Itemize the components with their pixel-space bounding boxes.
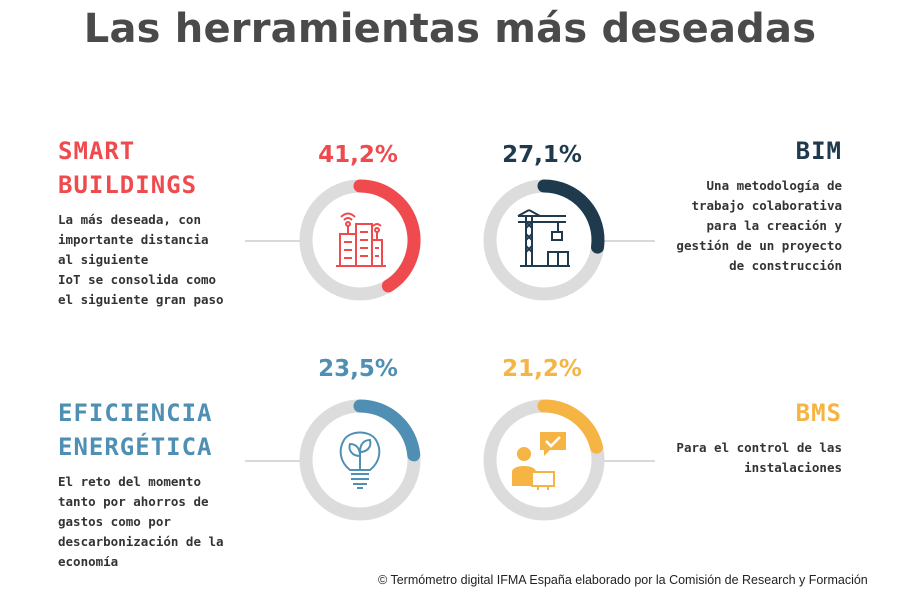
bim-description-line: de construcción bbox=[729, 258, 842, 273]
efficiency-donut bbox=[299, 399, 421, 521]
operator-approval-icon bbox=[512, 432, 566, 490]
bim-connector bbox=[600, 240, 655, 242]
efficiency-heading-line1: EFICIENCIA bbox=[58, 399, 213, 427]
bim-value-label: 27,1% bbox=[502, 142, 582, 168]
bim-description-line: para la creación y bbox=[706, 218, 842, 233]
eco-lightbulb-icon bbox=[339, 431, 381, 489]
bms-heading: BMS bbox=[796, 396, 842, 430]
smart-buildings-value-label: 41,2% bbox=[318, 142, 398, 168]
bms-description-line: instalaciones bbox=[744, 460, 842, 475]
smart-buildings-heading-line2: BUILDINGS bbox=[58, 171, 198, 199]
bim-description-line: Una metodología de bbox=[706, 178, 842, 193]
bim-heading-line1: BIM bbox=[795, 137, 842, 165]
page-title: Las herramientas más deseadas bbox=[83, 6, 817, 52]
bim-description: Una metodología de trabajo colaborativa … bbox=[676, 176, 842, 276]
smart-buildings-heading: SMART BUILDINGS bbox=[58, 134, 197, 202]
bim-ring-arc bbox=[537, 179, 605, 254]
bms-description: Para el control de las instalaciones bbox=[676, 438, 842, 478]
efficiency-description-line: descarbonización de la bbox=[58, 534, 224, 549]
bms-value-label: 21,2% bbox=[502, 356, 582, 382]
smart-buildings-donut bbox=[299, 179, 421, 301]
smart-buildings-description-line: La más deseada, con bbox=[58, 212, 201, 227]
smart-buildings-connector bbox=[245, 240, 305, 242]
efficiency-value-label: 23,5% bbox=[318, 356, 398, 382]
source-footer: © Termómetro digital IFMA España elabora… bbox=[378, 573, 868, 587]
smart-buildings-description-line: el siguiente gran paso bbox=[58, 292, 224, 307]
bms-heading-line1: BMS bbox=[795, 399, 842, 427]
efficiency-description-line: El reto del momento bbox=[58, 474, 201, 489]
smart-buildings-description: La más deseada, con importante distancia… bbox=[58, 210, 224, 310]
construction-crane-icon bbox=[517, 209, 570, 267]
smart-buildings-description-line: IoT se consolida como bbox=[58, 272, 217, 287]
efficiency-description-line: gastos como por bbox=[58, 514, 171, 529]
smart-buildings-description-line: al siguiente bbox=[58, 252, 149, 267]
efficiency-ring-arc bbox=[353, 399, 421, 462]
bim-description-line: trabajo colaborativa bbox=[691, 198, 842, 213]
bim-heading: BIM bbox=[796, 134, 842, 168]
efficiency-heading-line2: ENERGÉTICA bbox=[58, 433, 213, 461]
efficiency-heading: EFICIENCIA ENERGÉTICA bbox=[58, 396, 213, 464]
bms-connector bbox=[600, 460, 655, 462]
bms-description-line: Para el control de las bbox=[676, 440, 842, 455]
efficiency-connector bbox=[245, 460, 305, 462]
bms-ring-arc bbox=[537, 399, 603, 454]
bim-description-line: gestión de un proyecto bbox=[676, 238, 842, 253]
efficiency-description-line: economía bbox=[58, 554, 119, 569]
smart-buildings-description-line: importante distancia bbox=[58, 232, 209, 247]
smart-buildings-heading-line1: SMART bbox=[58, 137, 136, 165]
efficiency-description-line: tanto por ahorros de bbox=[58, 494, 209, 509]
bim-donut bbox=[483, 179, 605, 301]
efficiency-description: El reto del momento tanto por ahorros de… bbox=[58, 472, 224, 572]
smart-ring-arc bbox=[353, 179, 421, 293]
smart-building-icon bbox=[336, 212, 386, 267]
bms-donut bbox=[483, 399, 605, 521]
